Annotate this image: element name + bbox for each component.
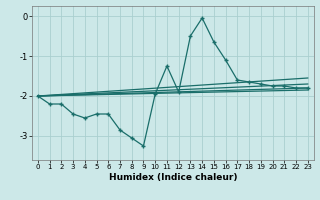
X-axis label: Humidex (Indice chaleur): Humidex (Indice chaleur): [108, 173, 237, 182]
